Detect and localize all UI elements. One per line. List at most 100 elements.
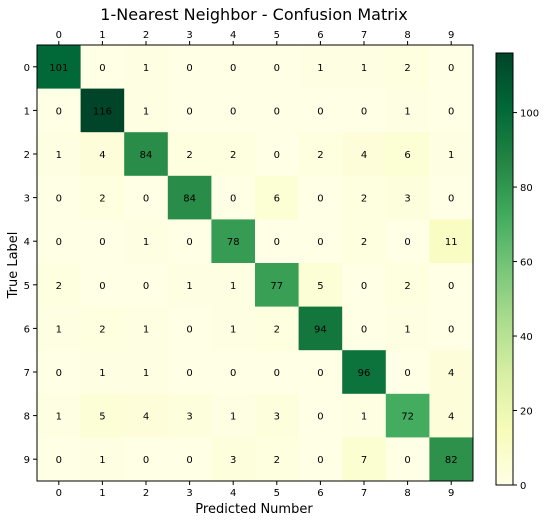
cell-value-label: 1 bbox=[448, 150, 454, 161]
cell-value-label: 11 bbox=[445, 237, 458, 248]
heatmap-cell bbox=[429, 132, 474, 177]
heatmap-cell bbox=[342, 219, 387, 264]
cell-value-label: 1 bbox=[143, 63, 149, 74]
heatmap-cell bbox=[211, 45, 256, 90]
heatmap-cell bbox=[385, 437, 430, 482]
heatmap-cell bbox=[37, 219, 82, 264]
heatmap-cell bbox=[80, 132, 125, 177]
y-tick-label: 3 bbox=[24, 194, 30, 205]
x-tick-label-bottom: 9 bbox=[448, 488, 454, 499]
heatmap-cell bbox=[37, 132, 82, 177]
heatmap-cell bbox=[385, 219, 430, 264]
heatmap-cell bbox=[37, 393, 82, 438]
cell-value-label: 96 bbox=[358, 368, 371, 379]
cell-value-label: 0 bbox=[99, 63, 105, 74]
cell-value-label: 2 bbox=[56, 281, 62, 292]
heatmap-cell bbox=[385, 175, 430, 220]
heatmap-cell bbox=[80, 45, 125, 90]
heatmap-cell bbox=[37, 45, 82, 90]
cell-value-label: 1 bbox=[186, 281, 192, 292]
y-tick-label: 0 bbox=[24, 63, 30, 74]
cell-value-label: 1 bbox=[230, 324, 236, 335]
heatmap-cell bbox=[211, 350, 256, 395]
cell-value-label: 6 bbox=[274, 194, 280, 205]
cell-value-label: 4 bbox=[448, 412, 454, 423]
heatmap-cell bbox=[211, 175, 256, 220]
heatmap-cell bbox=[124, 306, 169, 351]
heatmap-cell bbox=[167, 88, 212, 133]
heatmap-cell bbox=[80, 219, 125, 264]
cell-value-label: 0 bbox=[361, 324, 367, 335]
cell-value-label: 0 bbox=[56, 368, 62, 379]
cell-value-label: 1 bbox=[143, 368, 149, 379]
cell-value-label: 2 bbox=[99, 324, 105, 335]
heatmap-cell bbox=[80, 306, 125, 351]
cell-value-label: 0 bbox=[230, 368, 236, 379]
cell-value-label: 0 bbox=[448, 106, 454, 117]
x-tick-label-top: 8 bbox=[404, 30, 410, 41]
cell-value-label: 101 bbox=[49, 63, 68, 74]
cell-value-label: 116 bbox=[93, 106, 112, 117]
heatmap-cell bbox=[124, 132, 169, 177]
cell-value-label: 0 bbox=[274, 150, 280, 161]
cell-value-label: 3 bbox=[274, 412, 280, 423]
cell-value-label: 2 bbox=[404, 63, 410, 74]
cell-value-label: 0 bbox=[56, 237, 62, 248]
cell-value-label: 84 bbox=[140, 150, 153, 161]
cell-value-label: 1 bbox=[143, 237, 149, 248]
heatmap-cell bbox=[37, 350, 82, 395]
cell-value-label: 0 bbox=[317, 106, 323, 117]
heatmap-cell bbox=[255, 306, 300, 351]
cell-value-label: 2 bbox=[404, 281, 410, 292]
cell-value-label: 1 bbox=[361, 412, 367, 423]
colorbar-tick-label: 20 bbox=[520, 407, 533, 418]
heatmap-cell bbox=[255, 219, 300, 264]
x-tick-label-top: 2 bbox=[143, 30, 149, 41]
heatmap-cell bbox=[298, 437, 343, 482]
heatmap-cell bbox=[298, 350, 343, 395]
cell-value-label: 5 bbox=[317, 281, 323, 292]
cell-value-label: 0 bbox=[186, 237, 192, 248]
cell-value-label: 1 bbox=[404, 324, 410, 335]
heatmap-cell bbox=[385, 45, 430, 90]
heatmap-cell bbox=[342, 350, 387, 395]
cell-value-label: 0 bbox=[186, 63, 192, 74]
heatmap-cell bbox=[342, 306, 387, 351]
heatmap-cell bbox=[167, 219, 212, 264]
heatmap-cell bbox=[429, 437, 474, 482]
colorbar-tick-label: 60 bbox=[520, 258, 533, 269]
cell-value-label: 0 bbox=[186, 324, 192, 335]
heatmap-cell bbox=[37, 306, 82, 351]
heatmap-cell bbox=[342, 88, 387, 133]
cell-value-label: 1 bbox=[230, 412, 236, 423]
heatmap-cell bbox=[167, 45, 212, 90]
y-tick-label: 2 bbox=[24, 150, 30, 161]
cell-value-label: 1 bbox=[56, 412, 62, 423]
heatmap-cell bbox=[211, 132, 256, 177]
cell-value-label: 0 bbox=[230, 63, 236, 74]
heatmap-cell bbox=[429, 88, 474, 133]
y-tick-label: 5 bbox=[24, 281, 30, 292]
heatmap-cell bbox=[124, 175, 169, 220]
cell-value-label: 77 bbox=[270, 281, 283, 292]
x-tick-label-bottom: 6 bbox=[317, 488, 323, 499]
y-tick-label: 6 bbox=[24, 324, 30, 335]
x-tick-label-bottom: 0 bbox=[56, 488, 62, 499]
colorbar-tick-label: 100 bbox=[520, 109, 539, 120]
heatmap-cell bbox=[429, 219, 474, 264]
cell-value-label: 1 bbox=[56, 324, 62, 335]
heatmap-cell bbox=[298, 175, 343, 220]
heatmap-cell bbox=[385, 350, 430, 395]
cell-value-label: 0 bbox=[99, 237, 105, 248]
heatmap-cell bbox=[255, 88, 300, 133]
cell-value-label: 0 bbox=[56, 455, 62, 466]
cell-value-label: 0 bbox=[448, 63, 454, 74]
cell-value-label: 94 bbox=[314, 324, 327, 335]
cell-value-label: 0 bbox=[274, 237, 280, 248]
cell-value-label: 0 bbox=[448, 324, 454, 335]
x-tick-label-top: 3 bbox=[186, 30, 192, 41]
cell-value-label: 0 bbox=[361, 106, 367, 117]
heatmap-cell bbox=[211, 437, 256, 482]
cell-value-label: 0 bbox=[317, 194, 323, 205]
